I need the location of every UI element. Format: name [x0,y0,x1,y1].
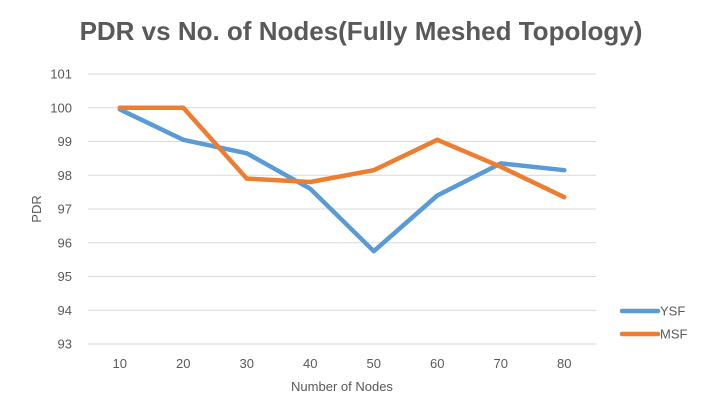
y-tick-label: 97 [58,202,72,217]
y-axis-tick-labels: 101 100 99 98 97 96 95 94 93 [50,67,72,352]
x-tick-label: 30 [240,356,254,371]
x-tick-label: 80 [557,356,571,371]
x-tick-label: 10 [113,356,127,371]
y-axis-title: PDR [29,195,44,222]
legend-label-ysf: YSF [660,304,685,319]
series-lines [117,105,567,254]
y-tick-label: 95 [58,269,72,284]
y-tick-label: 100 [50,100,72,115]
y-tick-label: 101 [50,67,72,82]
y-tick-label: 96 [58,235,72,250]
x-tick-label: 70 [494,356,508,371]
series-line-msf [117,105,567,200]
y-tick-label: 94 [58,303,72,318]
x-axis-tick-labels: 10 20 30 40 50 60 70 80 [113,356,572,371]
x-tick-label: 40 [303,356,317,371]
legend: YSF MSF [619,304,688,342]
y-tick-label: 98 [58,168,72,183]
x-tick-label: 60 [430,356,444,371]
gridlines [88,73,596,345]
series-line-ysf [117,107,567,254]
x-axis-title: Number of Nodes [291,379,393,394]
y-tick-label: 99 [58,134,72,149]
x-tick-label: 50 [367,356,381,371]
chart-title: PDR vs No. of Nodes(Fully Meshed Topolog… [80,16,643,46]
y-tick-label: 93 [58,337,72,352]
legend-label-msf: MSF [660,327,688,342]
x-tick-label: 20 [176,356,190,371]
